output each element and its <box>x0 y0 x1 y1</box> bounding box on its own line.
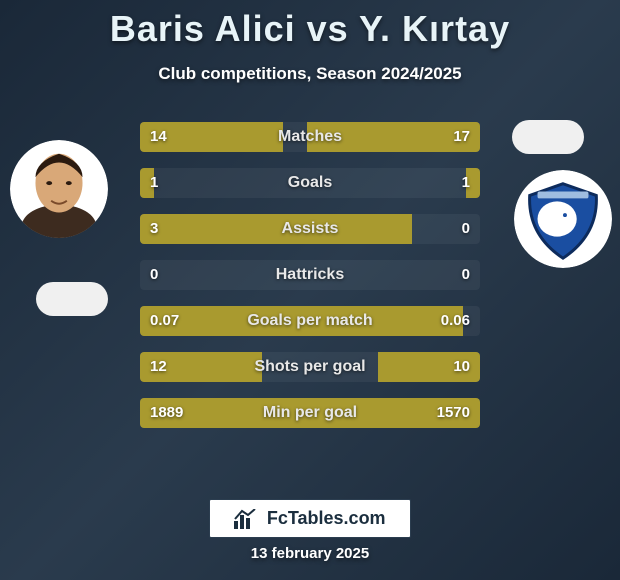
stat-value-right: 0.06 <box>441 306 470 336</box>
subtitle: Club competitions, Season 2024/2025 <box>0 64 620 84</box>
flag-right <box>512 120 584 154</box>
brand-box: FcTables.com <box>209 499 410 538</box>
date-text: 13 february 2025 <box>0 545 620 562</box>
stat-value-left: 1 <box>150 168 158 198</box>
brand-icon <box>234 509 256 529</box>
stat-label: Assists <box>140 214 480 244</box>
stat-value-right: 1 <box>462 168 470 198</box>
stat-value-right: 17 <box>453 122 470 152</box>
stat-value-left: 0.07 <box>150 306 179 336</box>
stat-row: Hattricks0 0 <box>140 260 480 290</box>
stat-row: Assists3 0 <box>140 214 480 244</box>
page-title: Baris Alici vs Y. Kırtay <box>0 0 620 50</box>
stat-value-left: 1889 <box>150 398 183 428</box>
stat-row: Matches14 17 <box>140 122 480 152</box>
stat-value-right: 0 <box>462 260 470 290</box>
player-left-avatar <box>10 140 108 238</box>
stat-value-right: 0 <box>462 214 470 244</box>
stat-label: Goals per match <box>140 306 480 336</box>
stat-value-left: 14 <box>150 122 167 152</box>
brand-name: FcTables.com <box>267 508 386 529</box>
flag-left <box>36 282 108 316</box>
stat-value-left: 12 <box>150 352 167 382</box>
stat-row: Goals1 1 <box>140 168 480 198</box>
stat-row: Goals per match0.07 0.06 <box>140 306 480 336</box>
stat-label: Hattricks <box>140 260 480 290</box>
stat-value-left: 3 <box>150 214 158 244</box>
stat-label: Matches <box>140 122 480 152</box>
stats-container: Matches1417Goals11Assists30Hattricks00Go… <box>140 122 480 444</box>
stat-value-right: 1570 <box>437 398 470 428</box>
stat-label: Shots per goal <box>140 352 480 382</box>
stat-value-left: 0 <box>150 260 158 290</box>
stat-row: Shots per goal12 10 <box>140 352 480 382</box>
club-right-badge <box>514 170 612 268</box>
footer: FcTables.com <box>0 499 620 538</box>
stat-label: Min per goal <box>140 398 480 428</box>
stat-value-right: 10 <box>453 352 470 382</box>
stat-row: Min per goal1889 1570 <box>140 398 480 428</box>
stat-label: Goals <box>140 168 480 198</box>
